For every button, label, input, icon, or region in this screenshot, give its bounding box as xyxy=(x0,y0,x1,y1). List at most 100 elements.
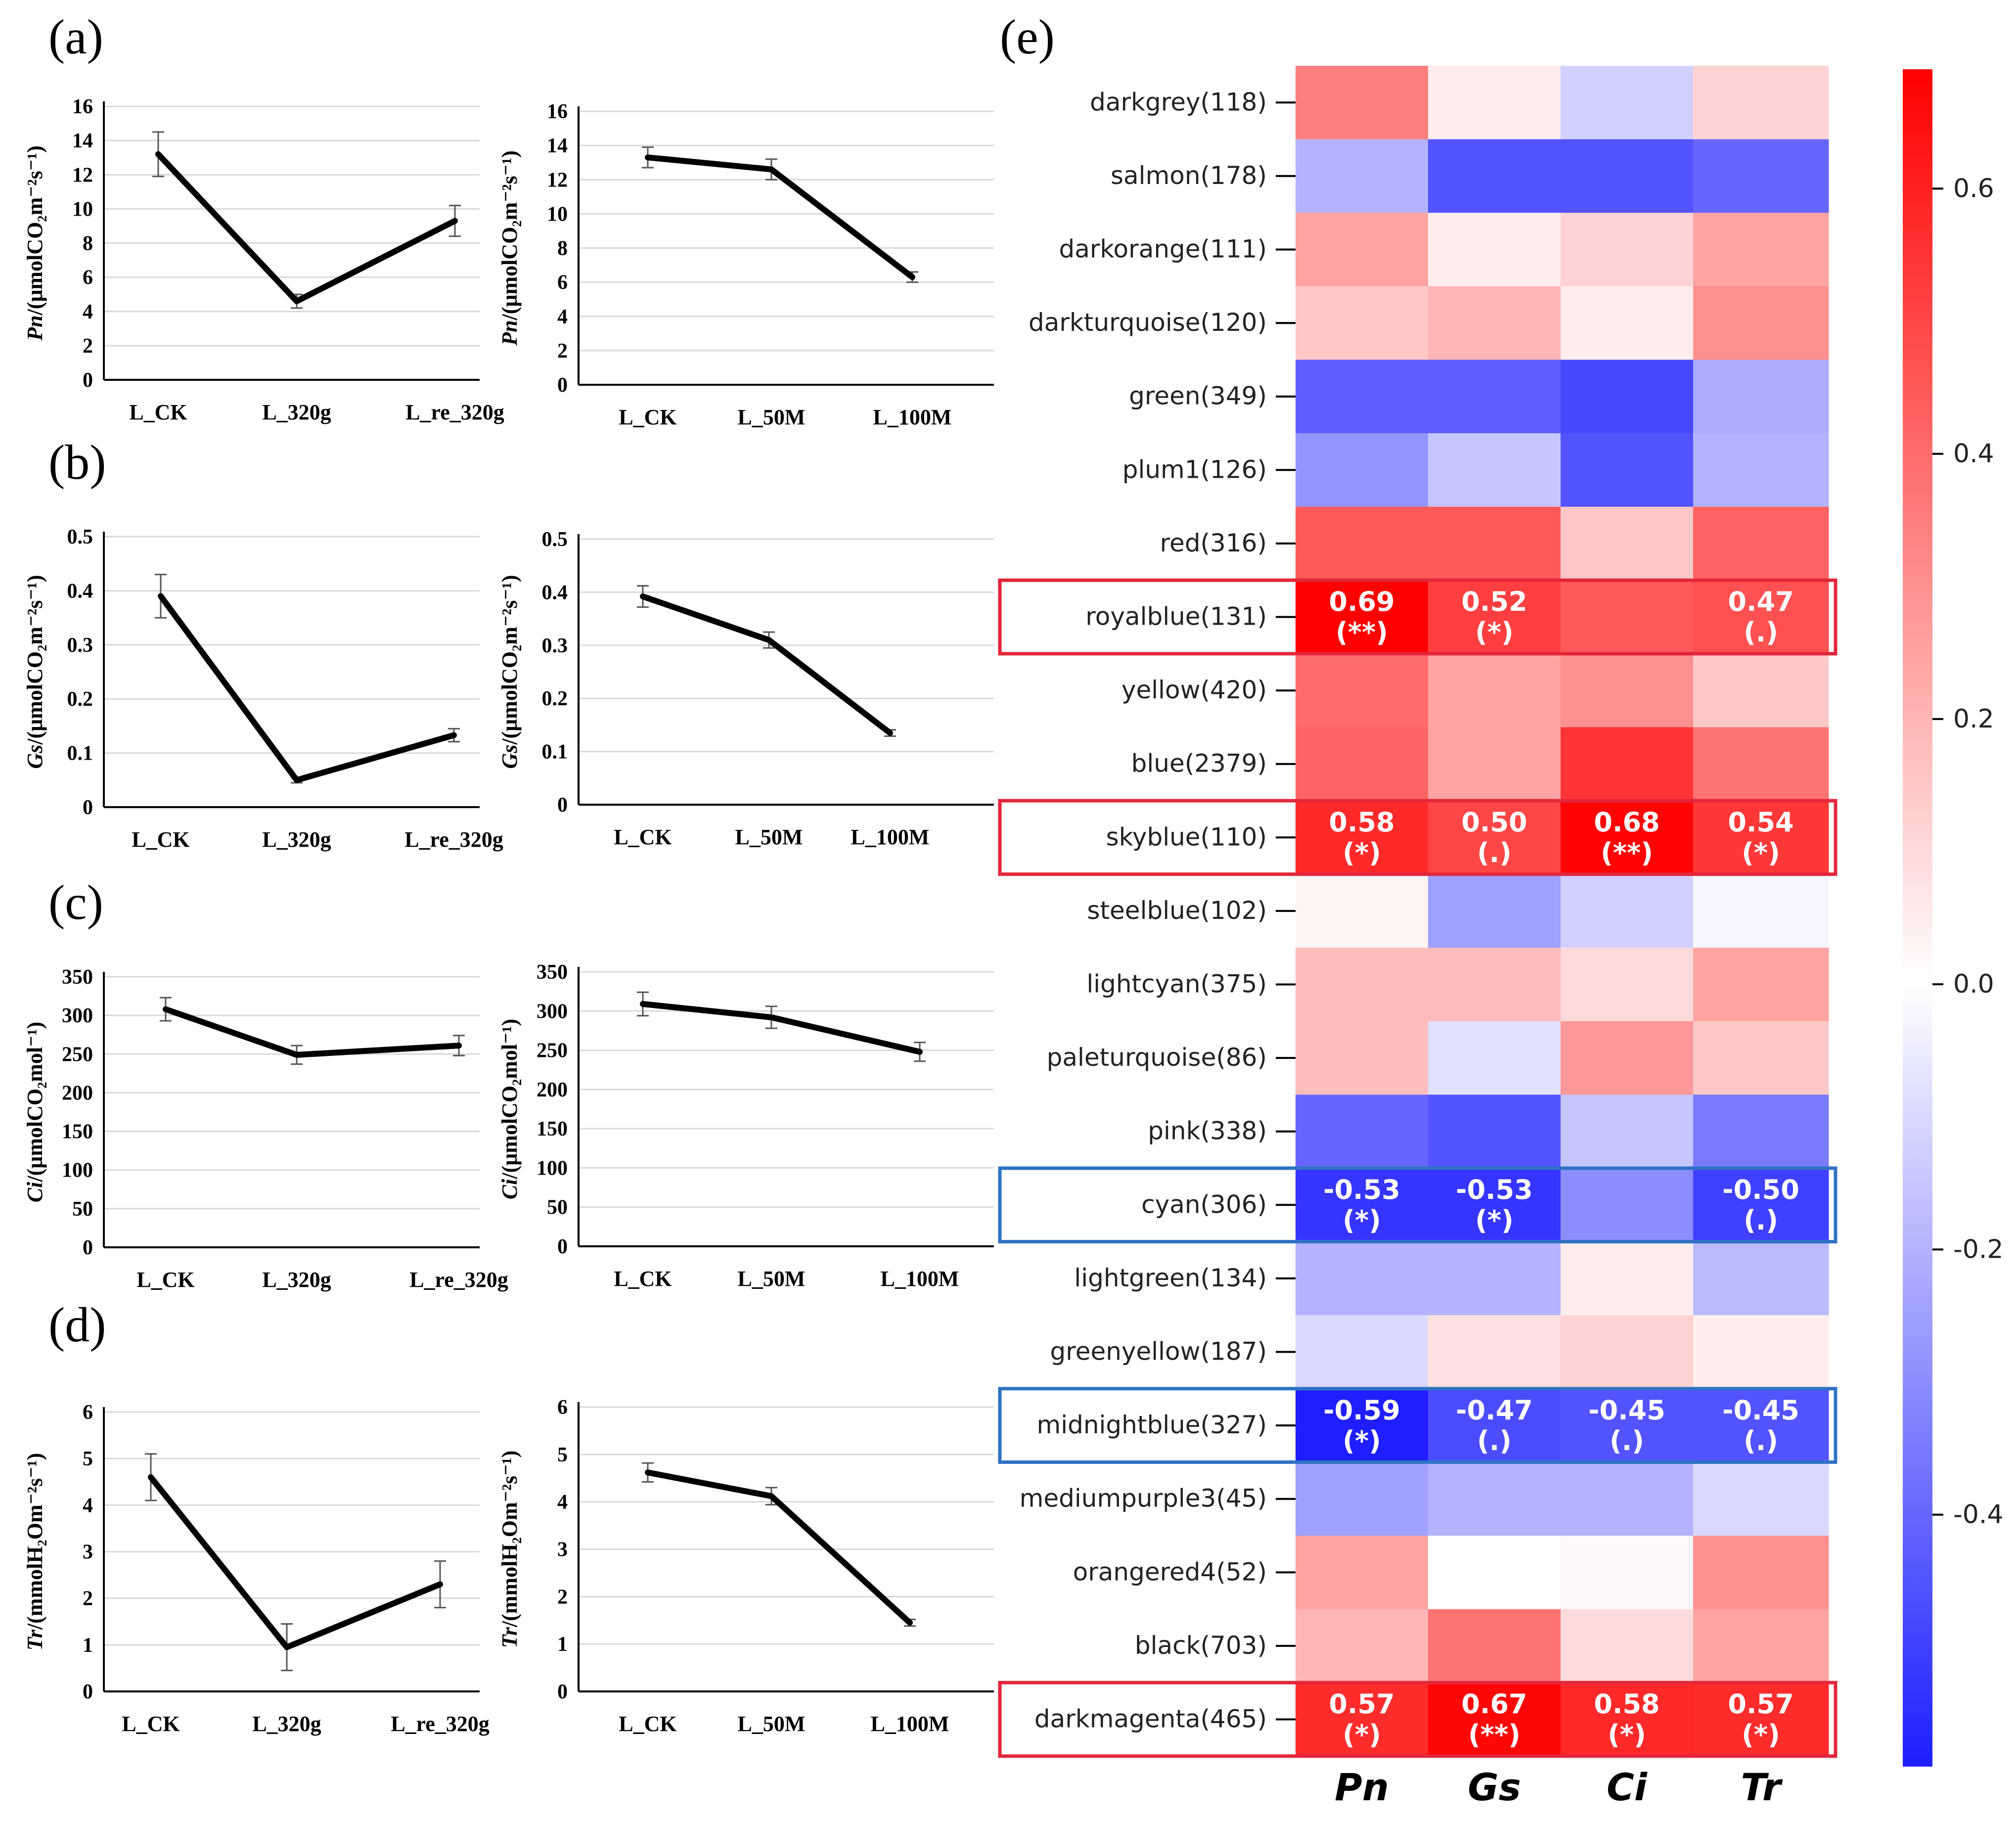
y-tick-label: 0.4 xyxy=(542,581,568,604)
data-point xyxy=(909,1622,911,1624)
row-label: red(316) xyxy=(1160,529,1267,557)
heatmap-cell xyxy=(1561,801,1694,875)
heatmap-cell xyxy=(1296,1536,1429,1610)
cell-value-label: 0.68 xyxy=(1594,807,1659,838)
heatmap-cell xyxy=(1693,1609,1829,1683)
heatmap-cell xyxy=(1561,139,1694,213)
y-tick-label: 50 xyxy=(547,1196,568,1219)
y-tick-label: 1 xyxy=(557,1633,568,1656)
cell-value-label: -0.53 xyxy=(1456,1174,1533,1205)
y-tick-label: 16 xyxy=(547,100,568,123)
row-label: salmon(178) xyxy=(1111,161,1267,190)
colorbar-tick-label: -0.4 xyxy=(1953,1500,2003,1530)
heatmap-cell xyxy=(1428,139,1561,213)
row-label: lightgreen(134) xyxy=(1074,1264,1267,1292)
y-tick-label: 6 xyxy=(557,1396,568,1419)
x-tick-label: L_50M xyxy=(738,1267,806,1291)
x-tick-label: L_re_320g xyxy=(391,1712,490,1736)
y-tick-label: 0.1 xyxy=(67,742,93,765)
panel-label: (a) xyxy=(48,9,103,64)
heatmap-cell xyxy=(1428,727,1561,801)
cell-value-label: 0.47 xyxy=(1728,586,1793,617)
heatmap-cell xyxy=(1296,286,1429,360)
y-tick-label: 6 xyxy=(83,267,93,289)
heatmap-cell xyxy=(1296,948,1429,1022)
data-point xyxy=(165,1008,167,1010)
heatmap-cell xyxy=(1693,1168,1829,1242)
heatmap-cell xyxy=(1296,580,1429,654)
heatmap-cell xyxy=(1428,66,1561,140)
y-tick-label: 6 xyxy=(557,272,568,294)
data-point xyxy=(454,220,456,222)
heatmap-cell xyxy=(1693,1241,1829,1316)
y-tick-label: 4 xyxy=(557,306,568,328)
highlight-box xyxy=(998,1166,1837,1244)
data-point xyxy=(296,300,298,303)
data-point xyxy=(770,168,772,171)
heatmap-cell xyxy=(1296,66,1429,140)
x-tick-label: L_CK xyxy=(136,1268,194,1292)
y-tick-label: 200 xyxy=(62,1082,93,1104)
cell-significance-label: (**) xyxy=(1336,617,1388,648)
heatmap-cell xyxy=(1561,1241,1694,1316)
heatmap-cell xyxy=(1296,874,1429,948)
heatmap-cell xyxy=(1296,360,1429,434)
column-label: Gs xyxy=(1468,1765,1521,1809)
y-tick-label: 50 xyxy=(72,1198,93,1221)
cell-significance-label: (.) xyxy=(1477,1425,1512,1457)
heatmap-cell xyxy=(1296,139,1429,213)
heatmap-cell xyxy=(1296,727,1429,801)
heatmap-cell xyxy=(1693,1315,1829,1389)
cell-significance-label: (**) xyxy=(1601,837,1653,868)
heatmap-cell xyxy=(1561,1683,1694,1757)
heatmap-cell xyxy=(1693,1462,1829,1536)
heatmap-cell xyxy=(1296,506,1429,581)
row-label: cyan(306) xyxy=(1141,1190,1267,1219)
panel-label: (b) xyxy=(48,435,106,490)
heatmap-cell xyxy=(1693,1388,1829,1462)
heatmap-cell xyxy=(1428,1168,1561,1242)
x-tick-label: L_100M xyxy=(871,1712,949,1736)
colorbar-tick-label: 0.6 xyxy=(1953,174,1994,203)
cell-value-label: 0.57 xyxy=(1329,1688,1394,1720)
y-tick-label: 10 xyxy=(547,203,568,226)
line-chart-d-left: 0 1 2 3 4 5 6 L_CK L_320g L_re_320g Tr/(mmolH₂Om⁻²… xyxy=(23,1401,490,1736)
cell-significance-label: (*) xyxy=(1475,617,1514,648)
x-tick-label: L_100M xyxy=(851,825,930,849)
heatmap-cell xyxy=(1561,580,1694,654)
y-tick-label: 4 xyxy=(557,1491,568,1514)
y-tick-label: 0.2 xyxy=(67,688,93,711)
data-point xyxy=(458,1045,460,1047)
row-label: darkturquoise(120) xyxy=(1029,308,1267,337)
heatmap-cell xyxy=(1693,1021,1829,1095)
heatmap-cell xyxy=(1428,1315,1561,1389)
x-tick-label: L_re_320g xyxy=(405,400,504,424)
y-tick-label: 100 xyxy=(537,1157,568,1180)
x-tick-label: L_100M xyxy=(881,1267,959,1291)
data-point xyxy=(770,1016,772,1018)
cell-significance-label: (*) xyxy=(1343,1719,1381,1750)
cell-significance-label: (.) xyxy=(1744,1425,1778,1457)
y-tick-label: 2 xyxy=(83,1588,93,1610)
heatmap-cell xyxy=(1296,1021,1429,1095)
heatmap-cell xyxy=(1561,1315,1694,1389)
x-tick-label: L_100M xyxy=(873,405,952,429)
line-chart-a-right: 0 2 4 6 8 10 12 14 16 L_CK L_50M L_100M Pn/(μmolCO₂m… xyxy=(497,100,994,429)
y-axis-label: Pn/(μmolCO₂m⁻²s⁻¹) xyxy=(497,150,522,346)
cell-significance-label: (*) xyxy=(1742,1719,1780,1750)
row-label: darkgrey(118) xyxy=(1090,88,1267,116)
cell-value-label: 0.57 xyxy=(1728,1688,1793,1720)
line-chart-b-left: 0 0.1 0.2 0.3 0.4 0.5 L_CK L_320g L_re_320g Gs/(μ… xyxy=(23,526,503,852)
heatmap-cell xyxy=(1693,801,1829,875)
heatmap-cell xyxy=(1561,874,1694,948)
heatmap-cell xyxy=(1428,1388,1561,1462)
highlight-box xyxy=(998,1387,1837,1464)
data-point xyxy=(296,779,298,781)
x-tick-label: L_CK xyxy=(614,1267,672,1291)
y-tick-label: 0.3 xyxy=(542,635,568,657)
y-axis-label: Pn/(μmolCO₂m⁻²s⁻¹) xyxy=(23,145,47,341)
cell-value-label: 0.54 xyxy=(1728,807,1793,838)
heatmap-cell xyxy=(1561,1168,1694,1242)
cell-significance-label: (.) xyxy=(1610,1425,1644,1457)
